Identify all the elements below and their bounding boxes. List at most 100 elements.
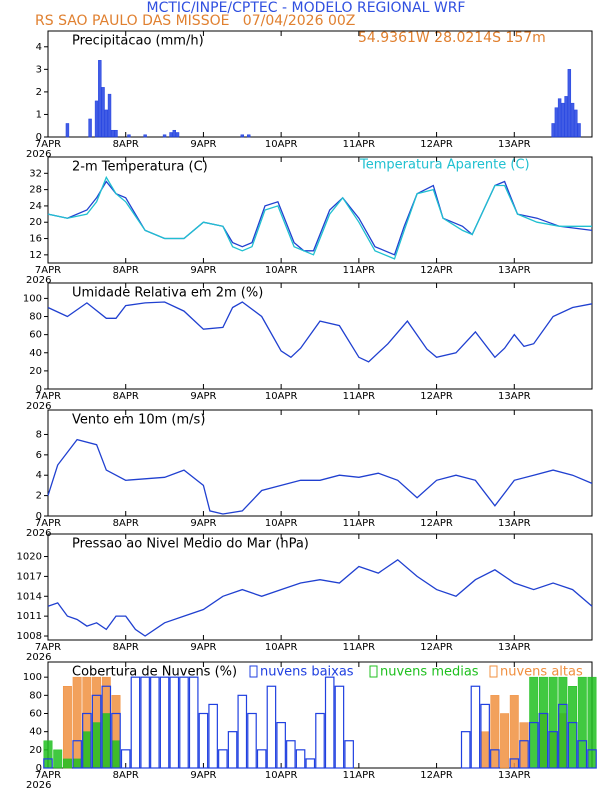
chart-title: Cobertura de Nuvens (%) (72, 665, 237, 680)
x-tick-label: 8APR (113, 642, 139, 653)
bar (169, 676, 180, 769)
y-tick-label: 1017 (17, 571, 42, 582)
bar (127, 134, 131, 138)
bar (490, 695, 500, 769)
y-tick-label: 32 (29, 168, 42, 179)
x-tick-label: 10APR (265, 642, 298, 653)
plot-frame (47, 30, 593, 138)
series-line (47, 175, 592, 260)
x-tick-label: 13APR (498, 770, 531, 781)
bar (247, 134, 251, 138)
bar (558, 676, 568, 769)
y-tick-label: 20 (29, 745, 42, 756)
x-tick-label: 11APR (343, 770, 376, 781)
bar (509, 758, 520, 769)
bar (490, 749, 500, 769)
bar (568, 686, 578, 769)
x-tick-label: 7APR (35, 265, 61, 276)
bar (500, 713, 510, 769)
x-tick-label: 9APR (190, 770, 216, 781)
bar (577, 123, 581, 138)
x-tick-label: 11APR (343, 391, 376, 402)
bar (62, 758, 72, 769)
legend-swatch (249, 665, 258, 678)
bar (107, 93, 112, 138)
bar (188, 676, 199, 769)
bar (43, 740, 53, 769)
bar (143, 134, 147, 138)
y-tick-label: 20 (29, 217, 42, 228)
x-tick-label: 9APR (190, 139, 216, 150)
bar (334, 685, 345, 769)
bar (295, 749, 306, 769)
y-tick-label: 100 (23, 293, 42, 304)
x-tick-label: 13APR (498, 518, 531, 529)
x-tick-label: 13APR (498, 139, 531, 150)
x-tick-label: 12APR (420, 391, 453, 402)
bar (208, 703, 218, 769)
x-tick-label: 8APR (113, 518, 139, 529)
bar (120, 749, 131, 769)
x-tick-label: 13APR (498, 642, 531, 653)
y-tick-label: 1014 (17, 591, 42, 602)
bar (538, 676, 548, 769)
y-tick-label: 40 (29, 348, 42, 359)
bar (237, 694, 248, 769)
bar (101, 87, 105, 138)
x-year-label: 2026 (26, 401, 51, 412)
bar (519, 740, 529, 769)
bar (470, 685, 481, 769)
y-tick-label: 0 (36, 763, 42, 774)
bar (91, 694, 102, 769)
bar (519, 722, 529, 769)
bar (101, 713, 111, 769)
x-tick-label: 10APR (265, 770, 298, 781)
x-tick-label: 13APR (498, 391, 531, 402)
series-line (47, 301, 593, 363)
y-tick-label: 3 (36, 64, 42, 75)
bar (82, 712, 92, 769)
bar (72, 740, 82, 769)
bar (130, 676, 141, 769)
bar (577, 740, 588, 769)
x-tick-label: 12APR (420, 265, 453, 276)
bar (587, 749, 597, 769)
bar (480, 703, 490, 769)
y-tick-label: 6 (36, 450, 42, 461)
bar (247, 712, 257, 769)
x-tick-label: 10APR (265, 518, 298, 529)
bar (286, 740, 296, 769)
y-tick-label: 80 (29, 690, 42, 701)
bar (570, 102, 575, 138)
y-tick-label: 80 (29, 312, 42, 323)
y-tick-label: 4 (36, 470, 42, 481)
y-tick-label: 1 (36, 109, 42, 120)
bar (567, 721, 578, 769)
bar (159, 676, 170, 769)
y-tick-label: 2 (36, 87, 42, 98)
x-tick-label: 10APR (265, 265, 298, 276)
bar (111, 712, 121, 769)
x-tick-label: 7APR (35, 518, 61, 529)
bar (509, 695, 519, 769)
y-tick-label: 8 (36, 429, 42, 440)
x-tick-label: 7APR (35, 391, 61, 402)
chart-title: Vento em 10m (m/s) (72, 413, 205, 428)
bar (240, 134, 244, 138)
x-tick-label: 11APR (343, 642, 376, 653)
legend-label: nuvens altas (500, 665, 583, 680)
y-tick-label: 0 (36, 132, 42, 143)
x-tick-label: 8APR (113, 391, 139, 402)
plot-frame (47, 282, 593, 390)
x-tick-label: 7APR (35, 642, 61, 653)
bar (538, 712, 549, 769)
bar (94, 100, 99, 138)
x-year-label: 2026 (26, 275, 51, 286)
y-tick-label: 1008 (17, 631, 42, 642)
header-location: RS SAO PAULO DAS MISSOE 07/04/2026 00Z (35, 13, 355, 29)
bar (218, 749, 228, 769)
x-tick-label: 12APR (420, 642, 453, 653)
bar (528, 721, 539, 769)
x-tick-label: 12APR (420, 518, 453, 529)
